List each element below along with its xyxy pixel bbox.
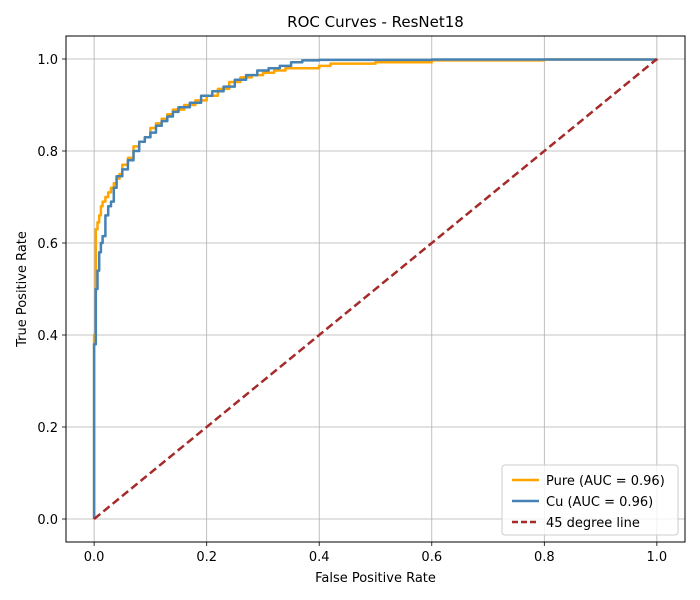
x-tick-label: 0.0 (84, 550, 105, 565)
series-45-degree-line (93, 58, 658, 520)
series-cu-line (92, 58, 659, 519)
plot-lines (92, 58, 659, 520)
legend-entry-cu: Cu (AUC = 0.96) (546, 495, 653, 510)
legend-entry-45-degree: 45 degree line (546, 516, 640, 531)
y-tick-label: 0.2 (37, 421, 58, 436)
plot-area-frame (65, 35, 686, 543)
legend-entry-pure: Pure (AUC = 0.96) (546, 474, 665, 489)
legend: Pure (AUC = 0.96) Cu (AUC = 0.96) 45 deg… (501, 464, 679, 536)
chart-title: ROC Curves - ResNet18 (287, 13, 464, 31)
x-tick-label: 0.6 (421, 550, 442, 565)
x-axis-label: False Positive Rate (315, 571, 436, 586)
grid (66, 36, 685, 542)
x-tick-label: 0.8 (534, 550, 555, 565)
x-tick-label: 0.4 (309, 550, 330, 565)
axis-ticks: 0.0 0.2 0.4 0.6 0.8 1.0 0.0 0.2 0.4 0.6 0.8 1.0 (37, 53, 667, 565)
x-tick-label: 0.2 (196, 550, 217, 565)
y-tick-label: 1.0 (37, 53, 58, 68)
y-axis-label: True Positive Rate (15, 231, 30, 348)
y-tick-label: 0.4 (37, 329, 58, 344)
y-tick-label: 0.0 (37, 513, 58, 528)
legend-box (501, 464, 679, 536)
y-tick-label: 0.8 (37, 145, 58, 160)
x-tick-label: 1.0 (647, 550, 668, 565)
y-tick-label: 0.6 (37, 237, 58, 252)
